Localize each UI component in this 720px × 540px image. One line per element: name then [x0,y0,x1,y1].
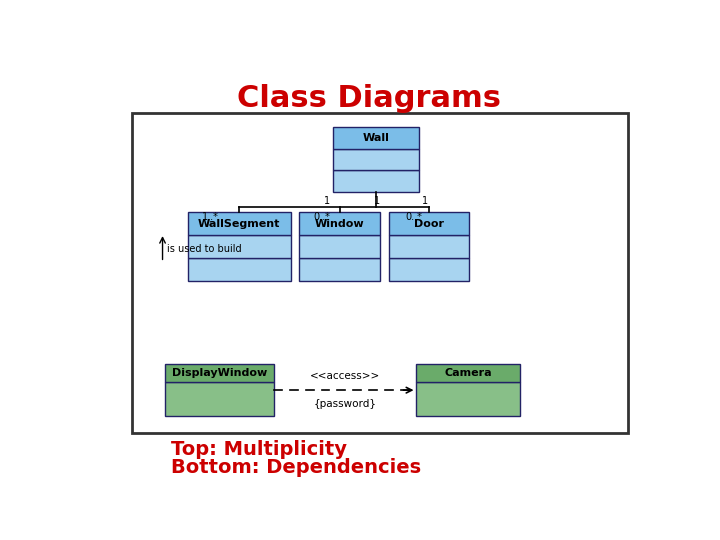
Bar [188,258,291,281]
Bar [166,364,274,382]
Bar [389,212,469,235]
Bar [300,258,380,281]
Text: {password}: {password} [314,399,377,409]
Bar [333,170,419,192]
Text: 1..*: 1..* [202,212,218,221]
Text: Door: Door [414,219,444,229]
Bar [188,235,291,258]
Text: Class Diagrams: Class Diagrams [237,84,501,112]
Text: Window: Window [315,219,364,229]
Text: DisplayWindow: DisplayWindow [172,368,267,379]
Text: Top: Multiplicity: Top: Multiplicity [171,440,347,459]
Text: 1: 1 [422,196,428,206]
Bar [188,212,291,235]
Bar [300,235,380,258]
Text: <<access>>: <<access>> [310,371,380,381]
Bar [416,364,520,382]
Bar [300,212,380,235]
Text: 0..*: 0..* [405,212,422,221]
Text: Bottom: Dependencies: Bottom: Dependencies [171,458,421,477]
Bar [132,113,629,433]
Text: 1: 1 [374,196,380,206]
Text: Camera: Camera [444,368,492,379]
Bar [333,127,419,149]
Text: is used to build: is used to build [167,244,242,254]
Text: Wall: Wall [363,133,390,143]
Bar [389,258,469,281]
Bar [333,148,419,170]
Text: 1: 1 [324,196,330,206]
Text: 0..*: 0..* [313,212,330,221]
Bar [166,382,274,416]
Bar [389,235,469,258]
Text: WallSegment: WallSegment [198,219,281,229]
Bar [416,382,520,416]
